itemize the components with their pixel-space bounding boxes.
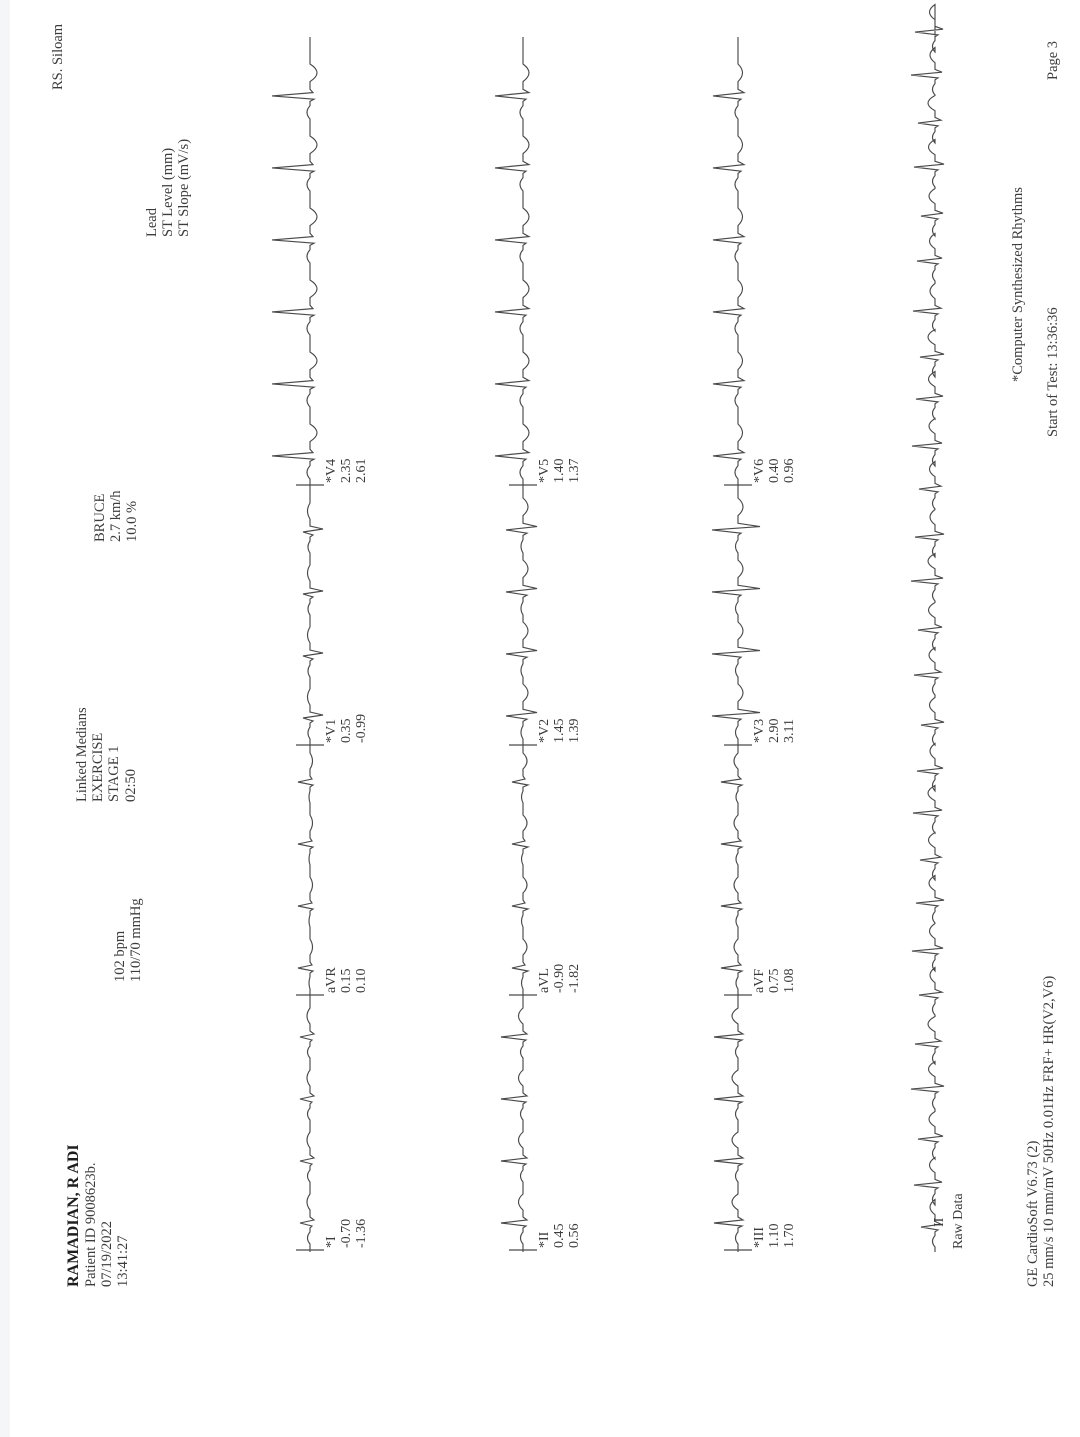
lead-level: -0.90 [552,963,568,993]
lead-slope: -1.36 [354,1218,370,1248]
lead-slope: 3.11 [782,719,798,743]
ecg-trace-v4 [271,37,318,487]
ecg-strip [271,3,945,1252]
lead-slope: -0.99 [354,713,370,743]
ecg-trace-avr [297,747,315,997]
lead-name: aVR [324,967,339,993]
ecg-trace-v3 [711,487,761,747]
lead-measurement: *V5 1.40 1.37 [537,459,582,484]
lead-level: 2.35 [339,458,355,484]
page-number: Page 3 [1045,40,1061,80]
lead-name: *I [324,1236,339,1248]
rotated-report: RAMADIAN, R ADI Patient ID 9008623b. 07/… [10,0,1080,1437]
lead-name: *II [537,1231,552,1248]
lead-level: 0.75 [767,968,783,994]
lead-measurement: aVL -0.90 -1.82 [537,964,582,993]
lead-slope: -1.82 [567,963,583,993]
lead-measurement: aVF 0.75 1.08 [752,969,797,994]
lead-measurement: *V6 0.40 0.96 [752,459,797,484]
rhythm-strip-trace [910,3,945,1252]
lead-measurement: *V4 2.35 2.61 [324,459,369,484]
lead-slope: 1.70 [782,1223,798,1249]
lead-name: aVL [537,968,552,993]
lead-measurement: aVR 0.15 0.10 [324,967,369,993]
test-start: Start of Test: 13:36:36 [1045,307,1061,437]
lead-name: *V1 [324,718,339,743]
ecg-trace-v1 [302,487,324,747]
lead-level: 1.45 [552,718,568,744]
lead-level: 0.40 [767,458,783,484]
lead-name: aVF [752,968,767,993]
lead-measurement: *V3 2.90 3.11 [752,719,797,744]
footer-left: GE CardioSoft V6.73 (2) 25 mm/s 10 mm/mV… [1025,976,1057,1287]
ecg-trace-v2 [505,487,538,747]
ecg-trace-avl [511,747,531,997]
lead-slope: 2.61 [354,458,370,484]
lead-measurement: *I -0.70 -1.36 [324,1219,369,1248]
software-version: GE CardioSoft V6.73 (2) [1025,1140,1041,1287]
lead-level: 1.10 [767,1223,783,1249]
lead-name: *V2 [537,718,552,743]
lead-name: *V3 [752,718,767,743]
synthesized-note: *Computer Synthesized Rhythms [1010,187,1026,382]
ecg-trace-i [299,997,316,1252]
ecg-trace-iii [713,997,745,1252]
lead-level: 1.40 [552,458,568,484]
lead-measurement: *II 0.45 0.56 [537,1224,582,1249]
lead-slope: 1.37 [567,458,583,484]
rhythm-lead-label: II [932,1217,947,1227]
raw-data-label: Raw Data [951,1193,966,1249]
lead-level: 2.90 [767,718,783,744]
lead-level: 0.15 [339,968,355,994]
lead-measurement: *III 1.10 1.70 [752,1224,797,1249]
lead-slope: 0.56 [567,1223,583,1249]
lead-level: 0.45 [552,1223,568,1249]
recording-settings: 25 mm/s 10 mm/mV 50Hz 0.01Hz FRF+ HR(V2,… [1041,975,1058,1287]
lead-slope: 0.96 [782,458,798,484]
ecg-trace-avf [720,747,744,997]
lead-measurement: *V1 0.35 -0.99 [324,714,369,743]
lead-measurement: *V2 1.45 1.39 [537,719,582,744]
lead-level: -0.70 [339,1218,355,1248]
ecg-trace-v5 [494,37,531,487]
lead-slope: 1.39 [567,718,583,744]
lead-level: 0.35 [339,718,355,744]
lead-slope: 1.08 [782,968,798,994]
lead-name: *V4 [324,458,339,483]
ecg-trace-v6 [712,37,746,487]
ecg-trace-ii [500,997,529,1252]
lead-slope: 0.10 [354,968,370,994]
ecg-report-page: RAMADIAN, R ADI Patient ID 9008623b. 07/… [10,0,1080,1437]
lead-name: *III [752,1227,767,1248]
lead-name: *V6 [752,458,767,483]
lead-name: *V5 [537,458,552,483]
